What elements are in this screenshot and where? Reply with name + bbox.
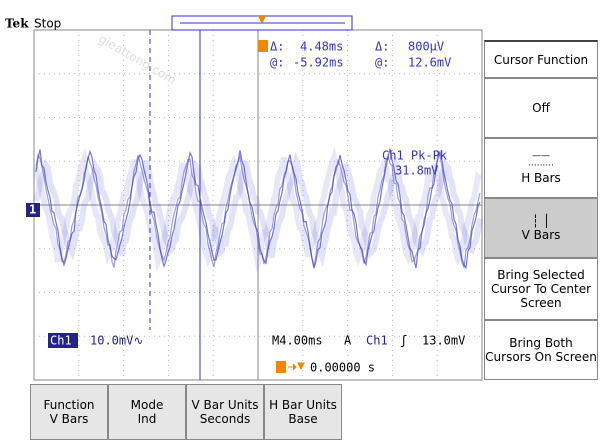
ch-label: Ch1: [50, 334, 72, 348]
button-value: Ind: [137, 412, 157, 426]
readout: Δ:: [270, 40, 284, 54]
icon: —— ·········: [528, 151, 554, 171]
button-label: Bring Both Cursors On Screen: [485, 336, 597, 364]
trace: [35, 151, 481, 270]
button-value: Seconds: [199, 412, 251, 426]
waveform: [33, 146, 483, 274]
readout: Δ:: [375, 40, 389, 54]
trace: [33, 151, 483, 267]
button-label: Off: [532, 101, 550, 115]
mode: A: [344, 334, 352, 348]
menu-button[interactable]: Off: [484, 78, 598, 138]
ch-scale: 10.0mV∿: [90, 334, 143, 348]
ch-marker-label: 1: [29, 203, 36, 217]
menu-button[interactable]: —— ········· H Bars: [484, 138, 598, 198]
icon: ┆ │: [531, 214, 551, 228]
button-title: Function: [43, 398, 95, 412]
readout: 4.48ms: [300, 40, 343, 54]
button-title: V Bar Units: [191, 398, 259, 412]
button-label: H Bars: [521, 171, 561, 185]
bottom-button[interactable]: V Bar Units Seconds: [186, 384, 264, 440]
brand: Tek: [5, 17, 29, 31]
trigger-source: Ch1: [366, 334, 388, 348]
button-title: Mode: [130, 398, 164, 412]
trigger-marker: [258, 16, 266, 24]
trace: [33, 146, 483, 274]
measure-label: Ch1 Pk-Pk: [382, 149, 448, 163]
timebase: M4.00ms: [272, 334, 323, 348]
t-icon: [276, 361, 286, 373]
t-icon: [258, 40, 268, 52]
measure-value: 31.8mV: [395, 164, 438, 178]
ch-box: [48, 333, 78, 348]
readout: @:: [270, 56, 284, 70]
button-title: H Bar Units: [269, 398, 337, 412]
readout: 800µV: [408, 40, 444, 54]
readout: @:: [375, 56, 389, 70]
readout: 12.6mV: [408, 56, 451, 70]
button-value: V Bars: [49, 412, 89, 426]
menu-button[interactable]: Bring Both Cursors On Screen: [484, 320, 598, 380]
status: Stop: [34, 17, 61, 31]
graticule: [34, 30, 482, 380]
button-label: Bring Selected Cursor To Center Screen: [490, 268, 592, 310]
ch-marker: [26, 203, 40, 217]
bottom-button[interactable]: Function V Bars: [30, 384, 108, 440]
readout: -5.92ms: [293, 56, 344, 70]
bottom-button[interactable]: H Bar Units Base: [264, 384, 342, 440]
trigger-level: 13.0mV: [422, 334, 465, 348]
trigger-slope: ʃ: [400, 334, 407, 348]
menu-button[interactable]: ┆ │ V Bars: [484, 198, 598, 258]
bottom-button[interactable]: Mode Ind: [108, 384, 186, 440]
button-label: V Bars: [521, 228, 561, 242]
t-arrow: [288, 362, 305, 371]
menu-title-text: Cursor Function: [493, 52, 589, 67]
button-value: Base: [288, 412, 318, 426]
menu-button[interactable]: Bring Selected Cursor To Center Screen: [484, 258, 598, 320]
trigger-position: 0.00000 s: [310, 361, 375, 375]
menu-title: Cursor Function: [484, 40, 598, 78]
